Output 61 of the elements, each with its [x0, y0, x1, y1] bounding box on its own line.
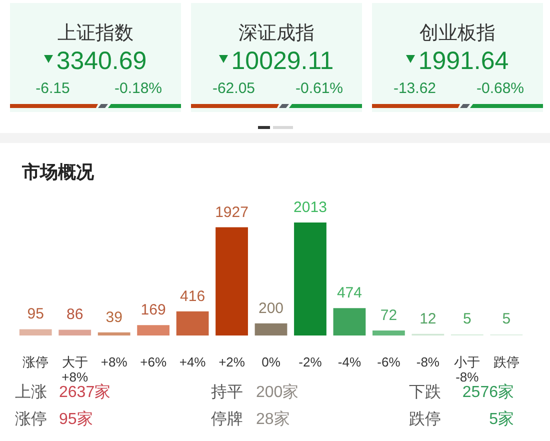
- data-label: 2013: [294, 199, 327, 216]
- text: 涨停: [15, 410, 47, 430]
- x-tick-label: 涨停: [22, 354, 49, 370]
- text: 2637家: [59, 383, 111, 403]
- data-label: 200: [258, 300, 284, 317]
- data-label: 72: [380, 306, 398, 324]
- bar: [372, 330, 405, 336]
- data-label: 12: [420, 310, 436, 328]
- data-label: 416: [180, 288, 206, 305]
- bar: [98, 332, 130, 336]
- text: -6.15: [34, 79, 71, 99]
- text: 创业板指: [418, 22, 496, 46]
- data-label: 169: [140, 302, 166, 319]
- text: 上涨: [15, 383, 47, 403]
- text: 持平: [211, 383, 243, 403]
- text: -0.18%: [113, 79, 164, 99]
- bar: [58, 330, 92, 336]
- x-tick-label: 大于+8%: [62, 354, 88, 384]
- text: 3340.69: [56, 47, 147, 75]
- chart-title: 市场概况: [21, 162, 95, 182]
- text: 停牌: [211, 410, 243, 430]
- x-tick-label: 0%: [262, 354, 281, 370]
- text: 28家: [256, 410, 290, 430]
- text: -0.61%: [294, 79, 344, 99]
- text: 1991.64: [418, 47, 509, 75]
- text: 上证指数: [56, 22, 134, 46]
- text: -0.68%: [475, 79, 526, 99]
- text: 95家: [59, 410, 93, 430]
- x-tick-label: -2%: [298, 354, 322, 370]
- text: -62.05: [211, 79, 256, 99]
- text: 2576家: [462, 383, 514, 403]
- text: 5家: [489, 410, 514, 430]
- text: 跌停: [409, 410, 441, 430]
- data-label: 95: [27, 306, 44, 323]
- x-tick-label: +4%: [179, 354, 206, 370]
- x-tick-label: +8%: [100, 354, 128, 370]
- data-label: 474: [336, 284, 362, 302]
- data-label: 5: [502, 310, 511, 328]
- x-tick-label: -8%: [416, 354, 440, 370]
- bar: [137, 325, 170, 336]
- bar: [294, 222, 326, 336]
- x-tick-label: 小于-8%: [454, 354, 480, 384]
- data-label: 5: [462, 310, 472, 328]
- x-tick-label: -6%: [377, 354, 401, 370]
- bar: [19, 329, 52, 336]
- x-tick-label: -4%: [338, 354, 362, 370]
- data-label: 1927: [215, 204, 248, 221]
- text: 下跌: [409, 383, 441, 403]
- bar: [254, 323, 288, 336]
- x-tick-label: +6%: [140, 354, 167, 370]
- text: 10029.11: [231, 47, 334, 75]
- x-tick-label: 跌停: [493, 354, 520, 370]
- text: -13.62: [392, 79, 438, 99]
- bar: [333, 308, 366, 336]
- data-label: 39: [106, 308, 122, 326]
- data-label: 86: [66, 306, 84, 324]
- bar: [216, 227, 248, 336]
- text: 200家: [256, 383, 299, 403]
- bar: [176, 311, 209, 336]
- text: 深证成指: [238, 22, 316, 46]
- x-tick-label: +2%: [218, 354, 246, 370]
